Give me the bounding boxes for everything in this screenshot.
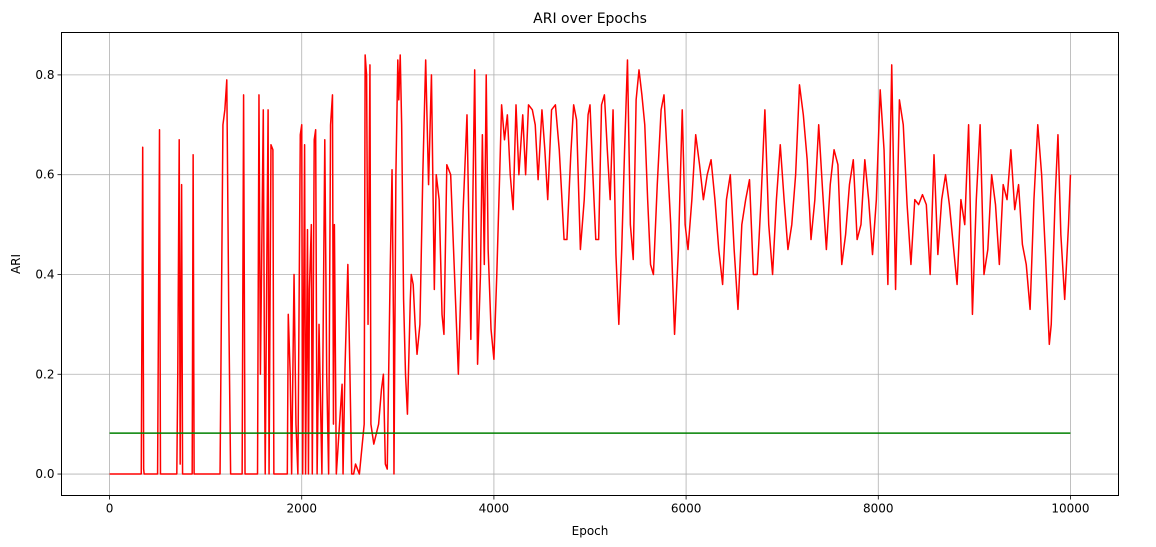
x-tick-label: 8000	[863, 502, 894, 516]
x-tick-label: 10000	[1051, 502, 1089, 516]
x-tick-label: 6000	[671, 502, 702, 516]
y-axis-title: ARI	[9, 254, 23, 274]
y-tick-label: 0.2	[35, 367, 54, 381]
x-tick-label: 0	[106, 502, 114, 516]
y-tick-label: 0.4	[35, 267, 54, 281]
x-axis-title: Epoch	[572, 524, 609, 538]
x-tick-label: 2000	[286, 502, 317, 516]
chart-title: ARI over Epochs	[533, 11, 647, 27]
y-tick-label: 0.8	[35, 68, 54, 82]
series-layer	[109, 54, 1072, 475]
y-tick-label: 0.6	[35, 168, 54, 182]
plot-frame	[61, 32, 1119, 496]
y-tick-label: 0.0	[35, 467, 54, 481]
ticks: 0 2000 4000 6000 8000 10000 0.0 0.2 0.4 0.6 0.8	[35, 68, 1089, 516]
x-tick-label: 4000	[479, 502, 510, 516]
ari-series-line	[109, 54, 1072, 475]
